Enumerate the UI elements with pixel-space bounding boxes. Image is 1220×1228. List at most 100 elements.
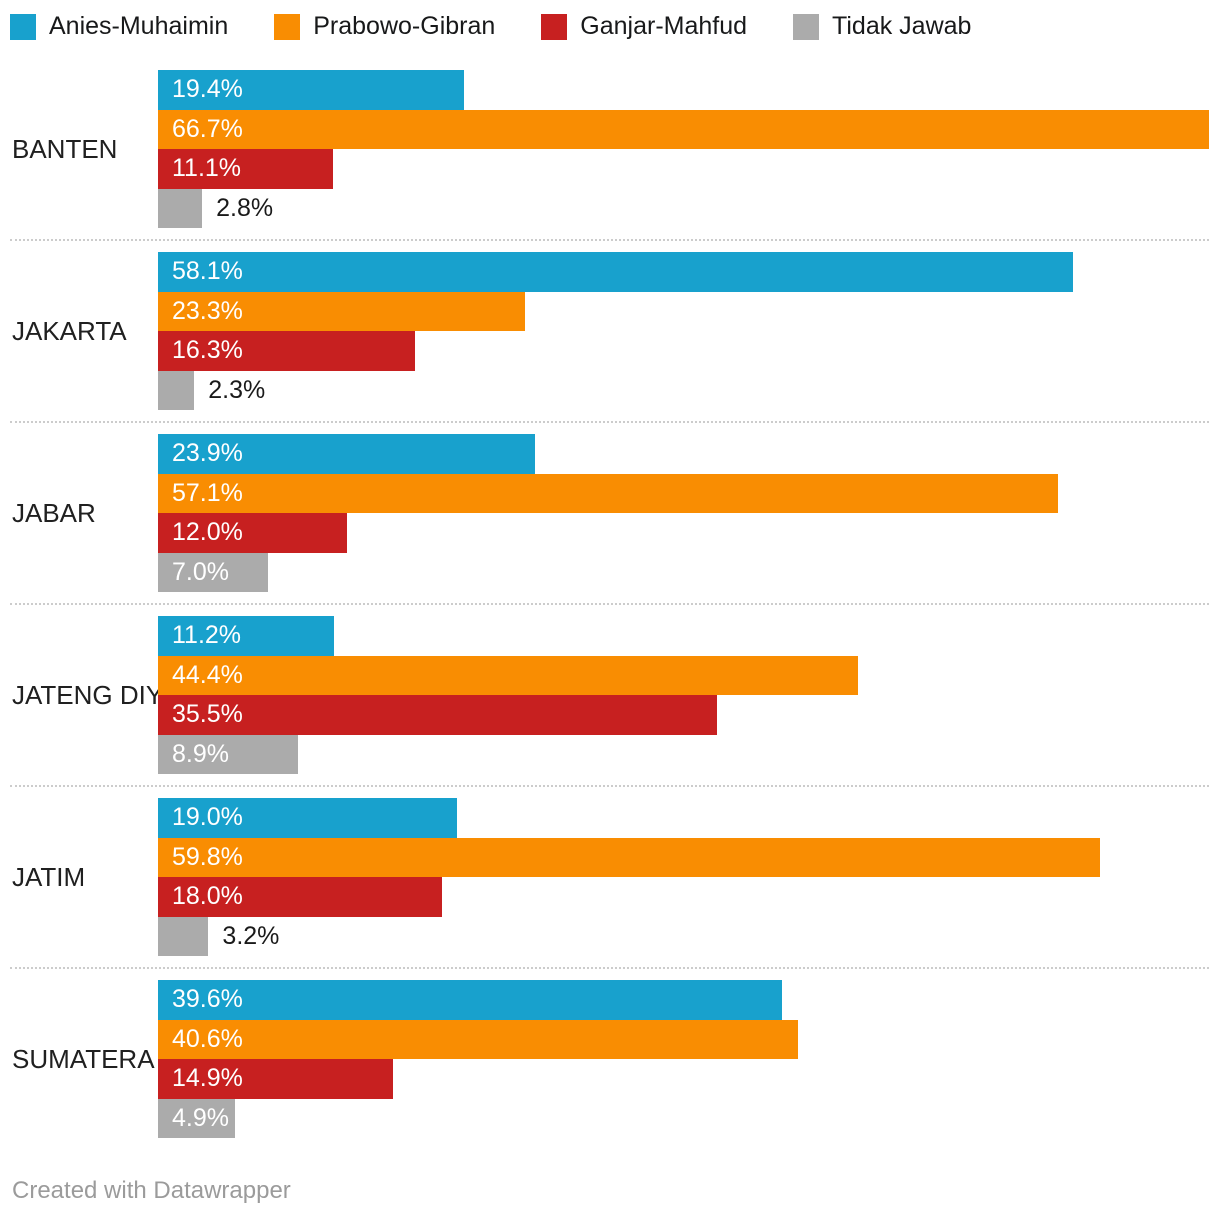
bar-value-label: 35.5% <box>172 700 243 729</box>
bar-row: 58.1% <box>158 252 1209 292</box>
bars-area: 39.6% 40.6% 14.9% 4.9% <box>158 980 1209 1138</box>
bar-value-label: 66.7% <box>172 114 243 143</box>
legend-swatch-icon <box>793 13 820 40</box>
legend-label: Anies-Muhaimin <box>49 12 229 40</box>
bar-row: 18.0% <box>158 877 1209 917</box>
bar-ganjar-mahfud: 12.0% <box>158 513 348 553</box>
bar-tidak-jawab: 4.9% <box>158 1098 236 1138</box>
bar-row: 66.7% <box>158 109 1209 149</box>
bar-prabowo-gibran: 57.1% <box>158 473 1058 513</box>
legend-item-ganjar-mahfud: Ganjar-Mahfud <box>541 12 747 41</box>
bar-value-label: 3.2% <box>222 921 280 950</box>
chart-group-sumatera: SUMATERA 39.6% 40.6% 14.9% 4.9% <box>10 967 1209 1149</box>
category-label: JABAR <box>12 497 96 528</box>
bar-value-label: 2.8% <box>216 193 274 222</box>
chart-group-jabar: JABAR 23.9% 57.1% 12.0% 7.0% <box>10 421 1209 603</box>
bar-row: 59.8% <box>158 837 1209 877</box>
bar-row: 3.2% <box>158 916 1209 956</box>
bar-anies-muhaimin: 19.0% <box>158 798 458 838</box>
bar-value-label: 11.1% <box>172 154 242 183</box>
bar-row: 57.1% <box>158 473 1209 513</box>
bar-anies-muhaimin: 19.4% <box>158 70 464 110</box>
category-label: JATENG DIY <box>12 679 164 710</box>
bar-row: 19.0% <box>158 798 1209 838</box>
datawrapper-credit-link[interactable]: Created with Datawrapper <box>12 1177 291 1204</box>
legend-label: Ganjar-Mahfud <box>580 12 748 40</box>
bar-value-label: 40.6% <box>172 1024 243 1053</box>
bar-value-label: 44.4% <box>172 660 243 689</box>
legend-item-anies-muhaimin: Anies-Muhaimin <box>10 12 228 41</box>
bar-value-label: 19.0% <box>172 803 243 832</box>
bar-ganjar-mahfud: 11.1% <box>158 149 333 189</box>
bar-value-label: 18.0% <box>172 882 243 911</box>
bar-value-label: 59.8% <box>172 842 243 871</box>
bar-value-label: 4.9% <box>172 1103 229 1132</box>
legend-label: Tidak Jawab <box>832 12 972 40</box>
bar-prabowo-gibran: 40.6% <box>158 1019 798 1059</box>
chart-footer: Created with Datawrapper <box>12 1177 1220 1205</box>
category-label: JAKARTA <box>12 315 127 346</box>
bar-row: 11.1% <box>158 149 1209 189</box>
category-label: SUMATERA <box>12 1043 155 1074</box>
bar-row: 12.0% <box>158 513 1209 553</box>
bar-prabowo-gibran: 66.7% <box>158 109 1209 149</box>
bar-value-label: 23.9% <box>172 439 243 468</box>
bar-value-label: 57.1% <box>172 478 243 507</box>
bar-anies-muhaimin: 11.2% <box>158 616 335 656</box>
bar-row: 11.2% <box>158 616 1209 656</box>
bars-area: 23.9% 57.1% 12.0% 7.0% <box>158 434 1209 592</box>
bar-row: 44.4% <box>158 655 1209 695</box>
bar-value-label: 2.3% <box>208 375 266 404</box>
bar-ganjar-mahfud: 18.0% <box>158 877 442 917</box>
bar-tidak-jawab: 8.9% <box>158 734 299 774</box>
legend-label: Prabowo-Gibran <box>313 12 496 40</box>
category-label: JATIM <box>12 861 86 892</box>
bar-row: 40.6% <box>158 1019 1209 1059</box>
bar-anies-muhaimin: 58.1% <box>158 252 1074 292</box>
legend-swatch-icon <box>274 13 301 40</box>
bar-value-label: 23.3% <box>172 296 243 325</box>
bar-prabowo-gibran: 23.3% <box>158 291 526 331</box>
bar-row: 2.3% <box>158 370 1209 410</box>
grouped-bar-chart: BANTEN 19.4% 66.7% 11.1% 2.8% JAKARTA 58.1% 23.… <box>10 59 1209 1149</box>
bar-value-label: 14.9% <box>172 1064 243 1093</box>
category-label: BANTEN <box>12 133 118 164</box>
bar-value-label: 12.0% <box>172 518 243 547</box>
bar-value-label: 11.2% <box>172 621 242 650</box>
bar-ganjar-mahfud: 16.3% <box>158 331 415 371</box>
bar-row: 16.3% <box>158 331 1209 371</box>
bar-value-label: 7.0% <box>172 557 229 586</box>
bar-ganjar-mahfud: 14.9% <box>158 1059 393 1099</box>
legend-item-tidak-jawab: Tidak Jawab <box>793 12 971 41</box>
bar-row: 35.5% <box>158 695 1209 735</box>
bar-row: 19.4% <box>158 70 1209 110</box>
chart-group-jateng-diy: JATENG DIY 11.2% 44.4% 35.5% 8.9% <box>10 603 1209 785</box>
bar-row: 23.9% <box>158 434 1209 474</box>
bar-anies-muhaimin: 23.9% <box>158 434 535 474</box>
bar-row: 8.9% <box>158 734 1209 774</box>
legend-swatch-icon <box>541 13 568 40</box>
bar-row: 14.9% <box>158 1059 1209 1099</box>
bar-value-label: 58.1% <box>172 257 243 286</box>
bar-tidak-jawab <box>158 188 203 228</box>
bar-anies-muhaimin: 39.6% <box>158 980 782 1020</box>
bar-row: 23.3% <box>158 291 1209 331</box>
bar-row: 7.0% <box>158 552 1209 592</box>
bar-tidak-jawab <box>158 370 195 410</box>
legend-item-prabowo-gibran: Prabowo-Gibran <box>274 12 495 41</box>
chart-group-jakarta: JAKARTA 58.1% 23.3% 16.3% 2.3% <box>10 239 1209 421</box>
bar-row: 4.9% <box>158 1098 1209 1138</box>
bar-value-label: 19.4% <box>172 75 243 104</box>
bar-row: 2.8% <box>158 188 1209 228</box>
bars-area: 11.2% 44.4% 35.5% 8.9% <box>158 616 1209 774</box>
bar-row: 39.6% <box>158 980 1209 1020</box>
bar-prabowo-gibran: 59.8% <box>158 837 1101 877</box>
legend-swatch-icon <box>10 13 36 40</box>
chart-group-jatim: JATIM 19.0% 59.8% 18.0% 3.2% <box>10 785 1209 967</box>
chart-group-banten: BANTEN 19.4% 66.7% 11.1% 2.8% <box>10 59 1209 239</box>
bars-area: 19.0% 59.8% 18.0% 3.2% <box>158 798 1209 956</box>
bar-value-label: 39.6% <box>172 985 243 1014</box>
legend: Anies-Muhaimin Prabowo-Gibran Ganjar-Mahfu… <box>10 12 1220 41</box>
bars-area: 58.1% 23.3% 16.3% 2.3% <box>158 252 1209 410</box>
bar-tidak-jawab: 7.0% <box>158 552 269 592</box>
